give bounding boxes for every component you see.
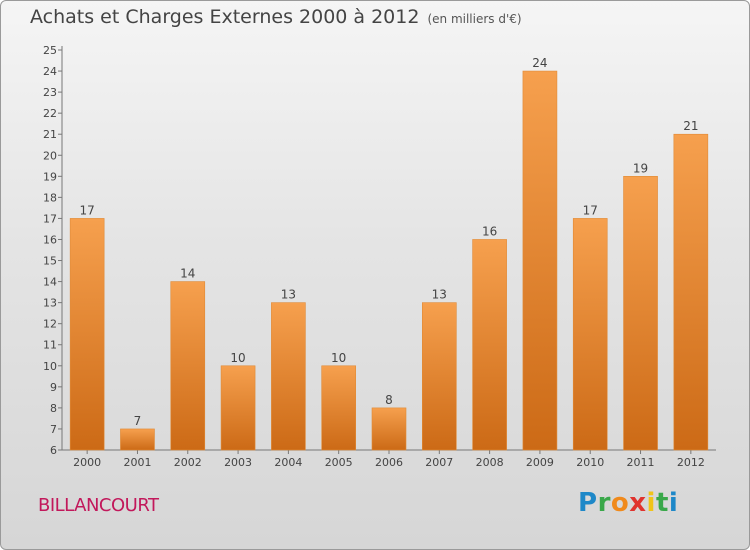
data-label-2005: 10 — [331, 351, 346, 365]
x-tick-label-2004: 2004 — [274, 456, 302, 469]
axes: 6 7 8 9 10 11 12 13 14 15 16 17 18 19 20 21 22 23 24 25 2000… — [43, 44, 716, 469]
logo-letter: x — [629, 488, 647, 518]
bar-2003 — [220, 365, 256, 451]
y-tick-label: 23 — [43, 86, 57, 99]
y-tick-label: 10 — [43, 360, 57, 373]
x-tick-label-2003: 2003 — [224, 456, 252, 469]
x-tick-label-2006: 2006 — [375, 456, 403, 469]
y-tick-label: 13 — [43, 297, 57, 310]
y-tick-label: 24 — [43, 65, 57, 78]
bar-2007 — [422, 302, 457, 451]
x-tick-label-2005: 2005 — [325, 456, 353, 469]
chart-title-text: Achats et Charges Externes 2000 à 2012 — [30, 6, 420, 28]
x-tick-label-2009: 2009 — [526, 456, 554, 469]
chart-title: Achats et Charges Externes 2000 à 2012 (e… — [30, 6, 522, 28]
chart-subtitle: (en milliers d'€) — [427, 12, 522, 26]
x-tick-label-2012: 2012 — [677, 456, 705, 469]
bar-2002 — [170, 281, 206, 451]
y-tick-label: 7 — [50, 423, 57, 436]
y-tick-label: 14 — [43, 276, 57, 289]
logo-letter: t — [655, 488, 669, 518]
y-tick-label: 12 — [43, 318, 57, 331]
y-tick-label: 18 — [43, 191, 57, 204]
data-label-2006: 8 — [385, 393, 393, 407]
data-label-2008: 16 — [482, 224, 497, 238]
x-tick-label-2000: 2000 — [73, 456, 101, 469]
data-label-2007: 13 — [432, 288, 447, 302]
x-tick-label-2010: 2010 — [576, 456, 604, 469]
bar-2011 — [623, 176, 658, 451]
y-tick-label: 9 — [50, 381, 57, 394]
logo-letter: i — [668, 488, 679, 518]
bar-2010 — [572, 218, 608, 451]
y-tick-label: 17 — [43, 212, 57, 225]
bar-2006 — [371, 407, 407, 451]
y-tick-label: 6 — [50, 444, 57, 457]
x-tick-label-2007: 2007 — [425, 456, 453, 469]
logo-letter: o — [610, 488, 630, 518]
data-label-2009: 24 — [532, 56, 547, 70]
y-tick-label: 16 — [43, 233, 57, 246]
y-tick-label: 19 — [43, 170, 57, 183]
logo-letter: P — [578, 488, 598, 518]
bar-2008 — [472, 239, 507, 451]
bar-2000 — [69, 218, 105, 451]
data-label-2002: 14 — [180, 267, 195, 281]
x-tick-label-2001: 2001 — [123, 456, 151, 469]
bar-2001 — [120, 428, 155, 451]
data-label-2010: 17 — [583, 203, 598, 217]
city-name: BILLANCOURT — [38, 495, 159, 516]
bar-2004 — [271, 302, 306, 451]
data-label-2003: 10 — [230, 351, 245, 365]
x-tick-label-2002: 2002 — [174, 456, 202, 469]
bars — [69, 70, 709, 451]
y-tick-label: 20 — [43, 149, 57, 162]
y-tick-label: 8 — [50, 402, 57, 415]
data-label-2011: 19 — [633, 161, 648, 175]
data-label-2012: 21 — [683, 119, 698, 133]
y-tick-label: 25 — [43, 44, 57, 57]
logo-letter: r — [597, 488, 611, 518]
data-labels: 17 7 14 10 13 10 8 13 16 24 17 19 21 — [80, 56, 699, 428]
x-tick-label-2011: 2011 — [627, 456, 655, 469]
y-tick-label: 22 — [43, 107, 57, 120]
logo-letter: i — [646, 488, 656, 518]
data-label-2004: 13 — [281, 288, 296, 302]
y-tick-label: 15 — [43, 255, 57, 268]
bar-2009 — [522, 70, 558, 451]
bar-2005 — [321, 365, 356, 451]
y-tick-label: 21 — [43, 128, 57, 141]
x-tick-label-2008: 2008 — [476, 456, 504, 469]
y-tick-label: 11 — [43, 339, 57, 352]
bar-2012 — [673, 133, 709, 451]
data-label-2000: 17 — [80, 203, 95, 217]
data-label-2001: 7 — [134, 414, 142, 428]
proxiti-logo: Proxiti — [578, 488, 678, 518]
